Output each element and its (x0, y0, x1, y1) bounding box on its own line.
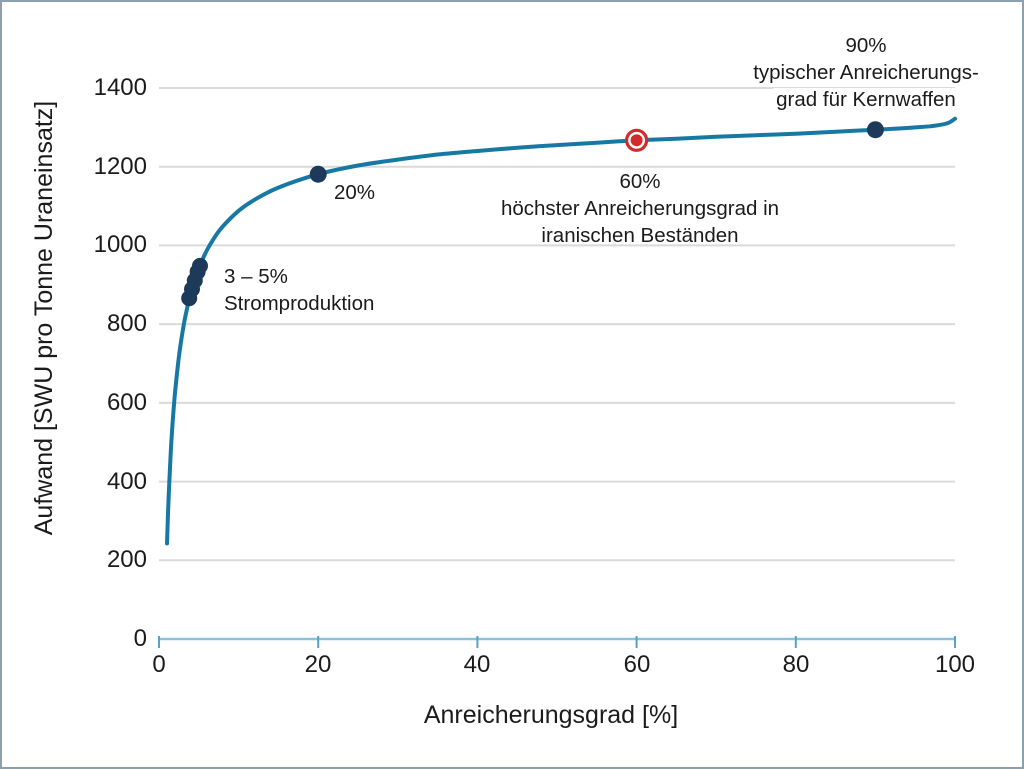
data-point-20 (309, 165, 327, 183)
data-point-90 (866, 121, 884, 139)
y-tick-label-1000: 1000 (93, 231, 147, 258)
y-tick-label-600: 600 (106, 389, 147, 416)
y-tick-label-0: 0 (133, 625, 147, 652)
y-tick-label-400: 400 (106, 468, 147, 495)
annotation-line: 60% (619, 170, 661, 193)
annotation-line: iranischen Beständen (541, 224, 739, 247)
annotation-line: höchster Anreicherungsgrad in (500, 197, 780, 220)
y-tick-label-200: 200 (106, 546, 147, 573)
annotation-line: Stromproduktion (224, 292, 375, 315)
x-tick-label-0: 0 (152, 651, 166, 678)
x-axis-label: Anreicherungsgrad [%] (423, 701, 679, 729)
highlight-marker-ring (624, 128, 649, 152)
annotation-m3to5: 3 – 5% Stromproduktion (224, 263, 374, 317)
annotation-line: typischer Anreicherungs- (750, 59, 982, 86)
annotation-line: grad für Kernwaffen (750, 86, 982, 113)
annotation-m90: 90% typischer Anreicherungs-grad für Kern… (750, 32, 982, 113)
annotation-line: 3 – 5% (224, 265, 288, 288)
y-tick-label-1400: 1400 (93, 74, 147, 101)
highlight-marker-center (630, 134, 643, 147)
y-tick-label-1200: 1200 (93, 153, 147, 180)
x-tick-label-80: 80 (782, 651, 810, 678)
annotation-line: 20% (334, 181, 376, 204)
x-tick-label-60: 60 (623, 651, 651, 678)
y-tick-label-800: 800 (106, 310, 147, 337)
x-tick-label-40: 40 (463, 651, 491, 678)
x-tick-label-20: 20 (304, 651, 332, 678)
x-tick-label-100: 100 (934, 651, 976, 678)
annotation-m60: 60% höchster Anreicherungsgrad in iranisch… (501, 168, 779, 249)
enrichment-curve (165, 116, 957, 546)
data-point-cluster (192, 257, 208, 274)
annotation-m20: 20% (334, 179, 375, 206)
annotation-line: 90% (750, 32, 982, 59)
